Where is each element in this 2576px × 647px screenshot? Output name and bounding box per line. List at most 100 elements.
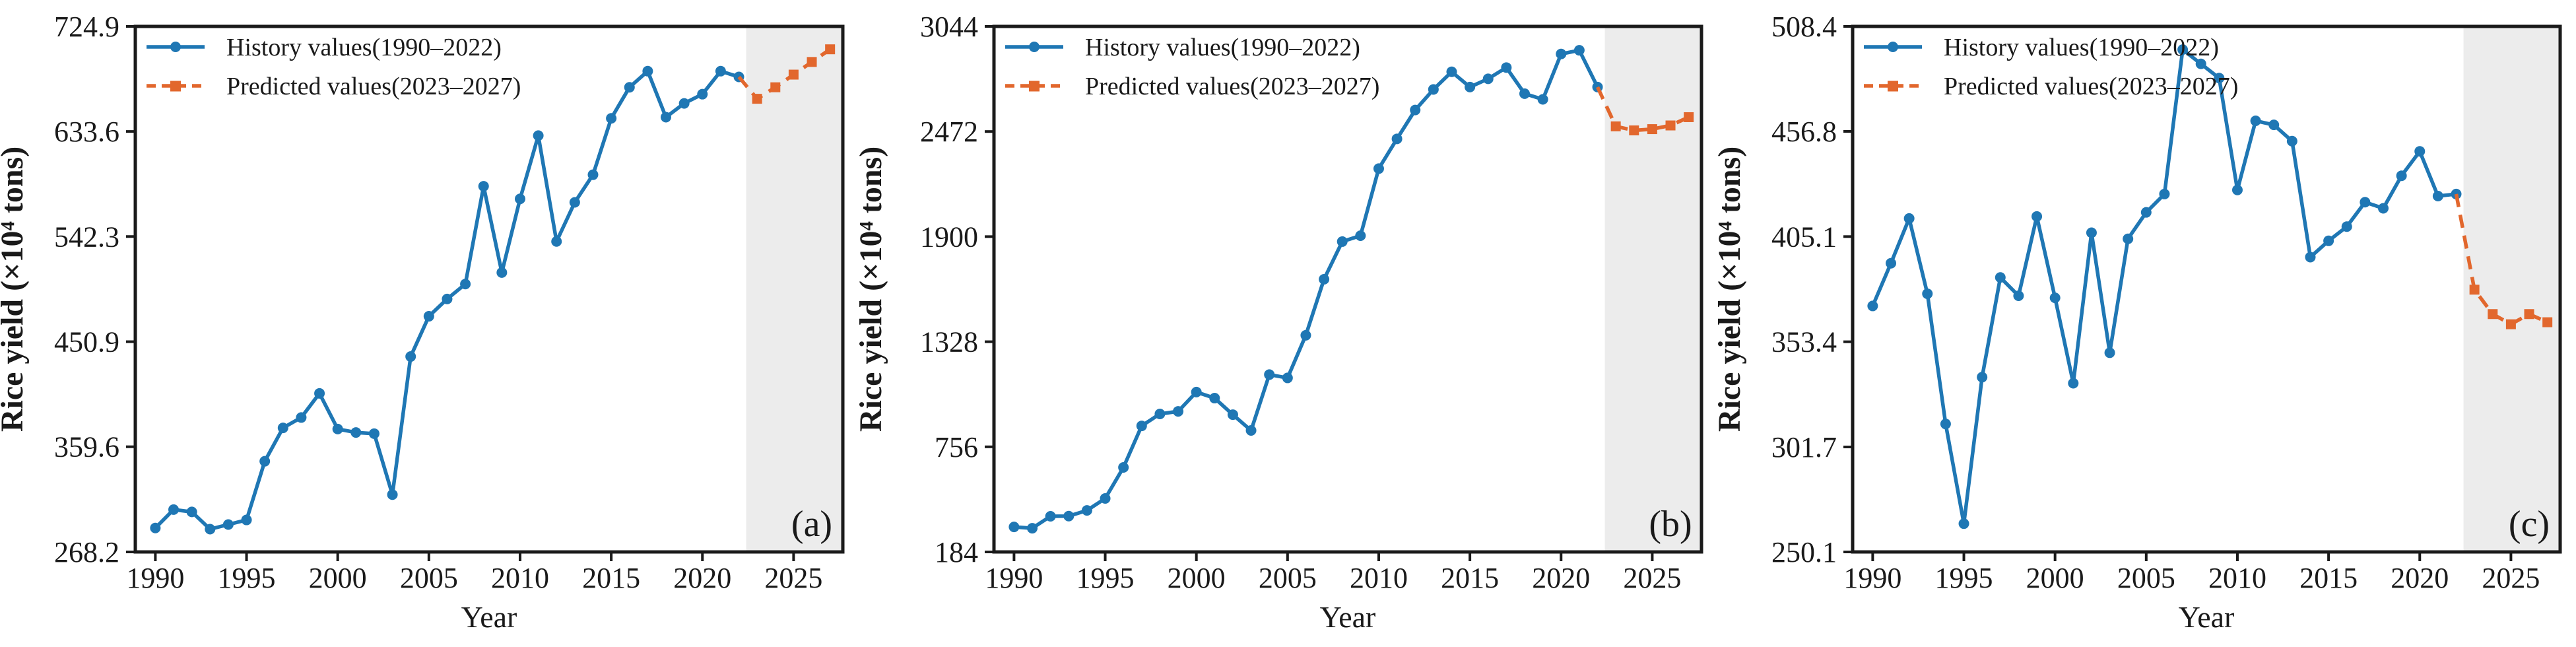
x-axis-tick-label: 2025	[1623, 562, 1681, 594]
history-marker	[1977, 372, 1988, 383]
history-marker	[2031, 211, 2043, 222]
history-marker	[1081, 505, 1092, 516]
y-axis-label: Rice yield (×10⁴ tons)	[859, 147, 888, 432]
history-marker	[2104, 347, 2115, 358]
y-axis-tick-label: 250.1	[1771, 536, 1837, 568]
legend: History values(1990–2022) Predicted value…	[147, 34, 521, 100]
history-marker	[1173, 406, 1184, 417]
history-marker	[314, 388, 325, 399]
y-axis-tick-label: 542.3	[54, 221, 119, 253]
history-marker	[1337, 236, 1348, 247]
history-marker	[2286, 135, 2297, 147]
history-marker	[642, 65, 653, 77]
history-marker	[1519, 88, 1530, 99]
predicted-marker	[770, 82, 781, 92]
legend-history-marker-icon	[1888, 42, 1898, 52]
history-marker	[551, 236, 562, 247]
history-marker	[624, 82, 635, 93]
x-axis-label: Year	[2179, 600, 2235, 634]
x-axis-tick-label: 1990	[985, 562, 1043, 594]
chart-panel-b: 184 756 1328 1900 2472 3044 1990 1995 2000 2005 20…	[859, 11, 1703, 634]
history-marker	[150, 522, 161, 533]
x-axis-tick-label: 2025	[2482, 562, 2540, 594]
x-axis-tick-label: 2020	[673, 562, 731, 594]
history-marker	[1958, 518, 1969, 529]
history-marker	[1573, 45, 1585, 56]
axes-frame	[133, 24, 845, 554]
history-marker	[478, 181, 489, 192]
history-marker	[1556, 48, 1567, 59]
history-marker	[405, 351, 416, 362]
history-marker	[715, 65, 726, 77]
legend-history-label: History values(1990–2022)	[1085, 34, 1360, 61]
history-marker	[2195, 58, 2206, 69]
history-marker	[1537, 94, 1548, 105]
x-axis-tick-label: 2020	[2391, 562, 2449, 594]
x-axis-tick-label: 2015	[2299, 562, 2358, 594]
history-marker	[1245, 425, 1257, 436]
panel-letter: (b)	[1649, 504, 1692, 545]
history-marker	[1391, 133, 1403, 145]
y-axis-label: Rice yield (×10⁴ tons)	[1717, 147, 1747, 432]
history-line	[1870, 48, 2459, 526]
history-marker	[1482, 73, 1494, 85]
history-marker	[1008, 522, 1020, 533]
x-axis-tick-label: 2020	[1532, 562, 1590, 594]
history-marker	[2250, 115, 2261, 126]
history-marker	[1227, 409, 1238, 421]
x-axis-tick-label: 2005	[400, 562, 458, 594]
x-axis-tick-label: 2005	[2117, 562, 2175, 594]
history-marker	[1136, 421, 1147, 432]
history-marker	[2068, 378, 2079, 389]
history-marker	[442, 293, 453, 304]
x-axis-tick-label: 2025	[764, 562, 822, 594]
history-marker	[2231, 184, 2243, 195]
history-marker	[1428, 84, 1439, 95]
history-marker	[1501, 62, 1512, 73]
history-marker	[1191, 386, 1202, 397]
predicted-marker	[1647, 124, 1657, 135]
predicted-marker	[1629, 125, 1639, 136]
y-axis-tick-label: 756	[935, 431, 978, 463]
history-line	[1012, 48, 1600, 530]
history-marker	[2140, 207, 2152, 218]
history-marker	[1118, 461, 1129, 473]
y-axis-tick-label: 1900	[920, 221, 978, 253]
history-marker	[2123, 233, 2134, 244]
history-marker	[2432, 191, 2443, 202]
history-marker	[1465, 81, 1476, 92]
history-marker	[533, 130, 544, 141]
legend-predicted-label: Predicted values(2023–2027)	[226, 73, 521, 100]
history-marker	[2378, 203, 2389, 214]
history-marker	[460, 279, 471, 290]
history-marker	[1264, 369, 1275, 380]
history-marker	[332, 423, 343, 434]
predicted-marker	[825, 44, 836, 55]
predicted-line	[1596, 86, 1690, 133]
legend-predicted-label: Predicted values(2023–2027)	[1944, 73, 2238, 100]
predicted-marker	[1610, 121, 1621, 131]
legend-predicted-marker-icon	[170, 81, 181, 92]
panel-letter: (c)	[2509, 504, 2550, 545]
history-marker	[697, 88, 708, 100]
x-axis-tick-label: 2000	[309, 562, 367, 594]
chart-panel-c: 250.1 301.7 353.4 405.1 456.8 508.4 1990 1995 20…	[1717, 11, 2562, 634]
history-marker	[496, 267, 508, 278]
legend-predicted-marker-icon	[1029, 81, 1040, 92]
history-marker	[1063, 510, 1074, 522]
x-axis-tick-label: 2015	[582, 562, 640, 594]
x-axis-tick-label: 2010	[1350, 562, 1408, 594]
history-marker	[514, 193, 525, 205]
axes-frame	[1851, 24, 2562, 554]
predicted-marker	[788, 69, 799, 80]
history-marker	[1903, 213, 1915, 224]
history-marker	[2214, 73, 2225, 84]
x-axis-tick-label: 1995	[1935, 562, 1993, 594]
legend-history-marker-icon	[170, 42, 181, 52]
predicted-marker	[1665, 120, 1676, 131]
predicted-marker	[2542, 317, 2553, 327]
x-axis-tick-label: 2000	[2026, 562, 2084, 594]
history-marker	[1319, 273, 1330, 285]
history-marker	[1373, 163, 1384, 174]
history-marker	[2323, 235, 2334, 246]
